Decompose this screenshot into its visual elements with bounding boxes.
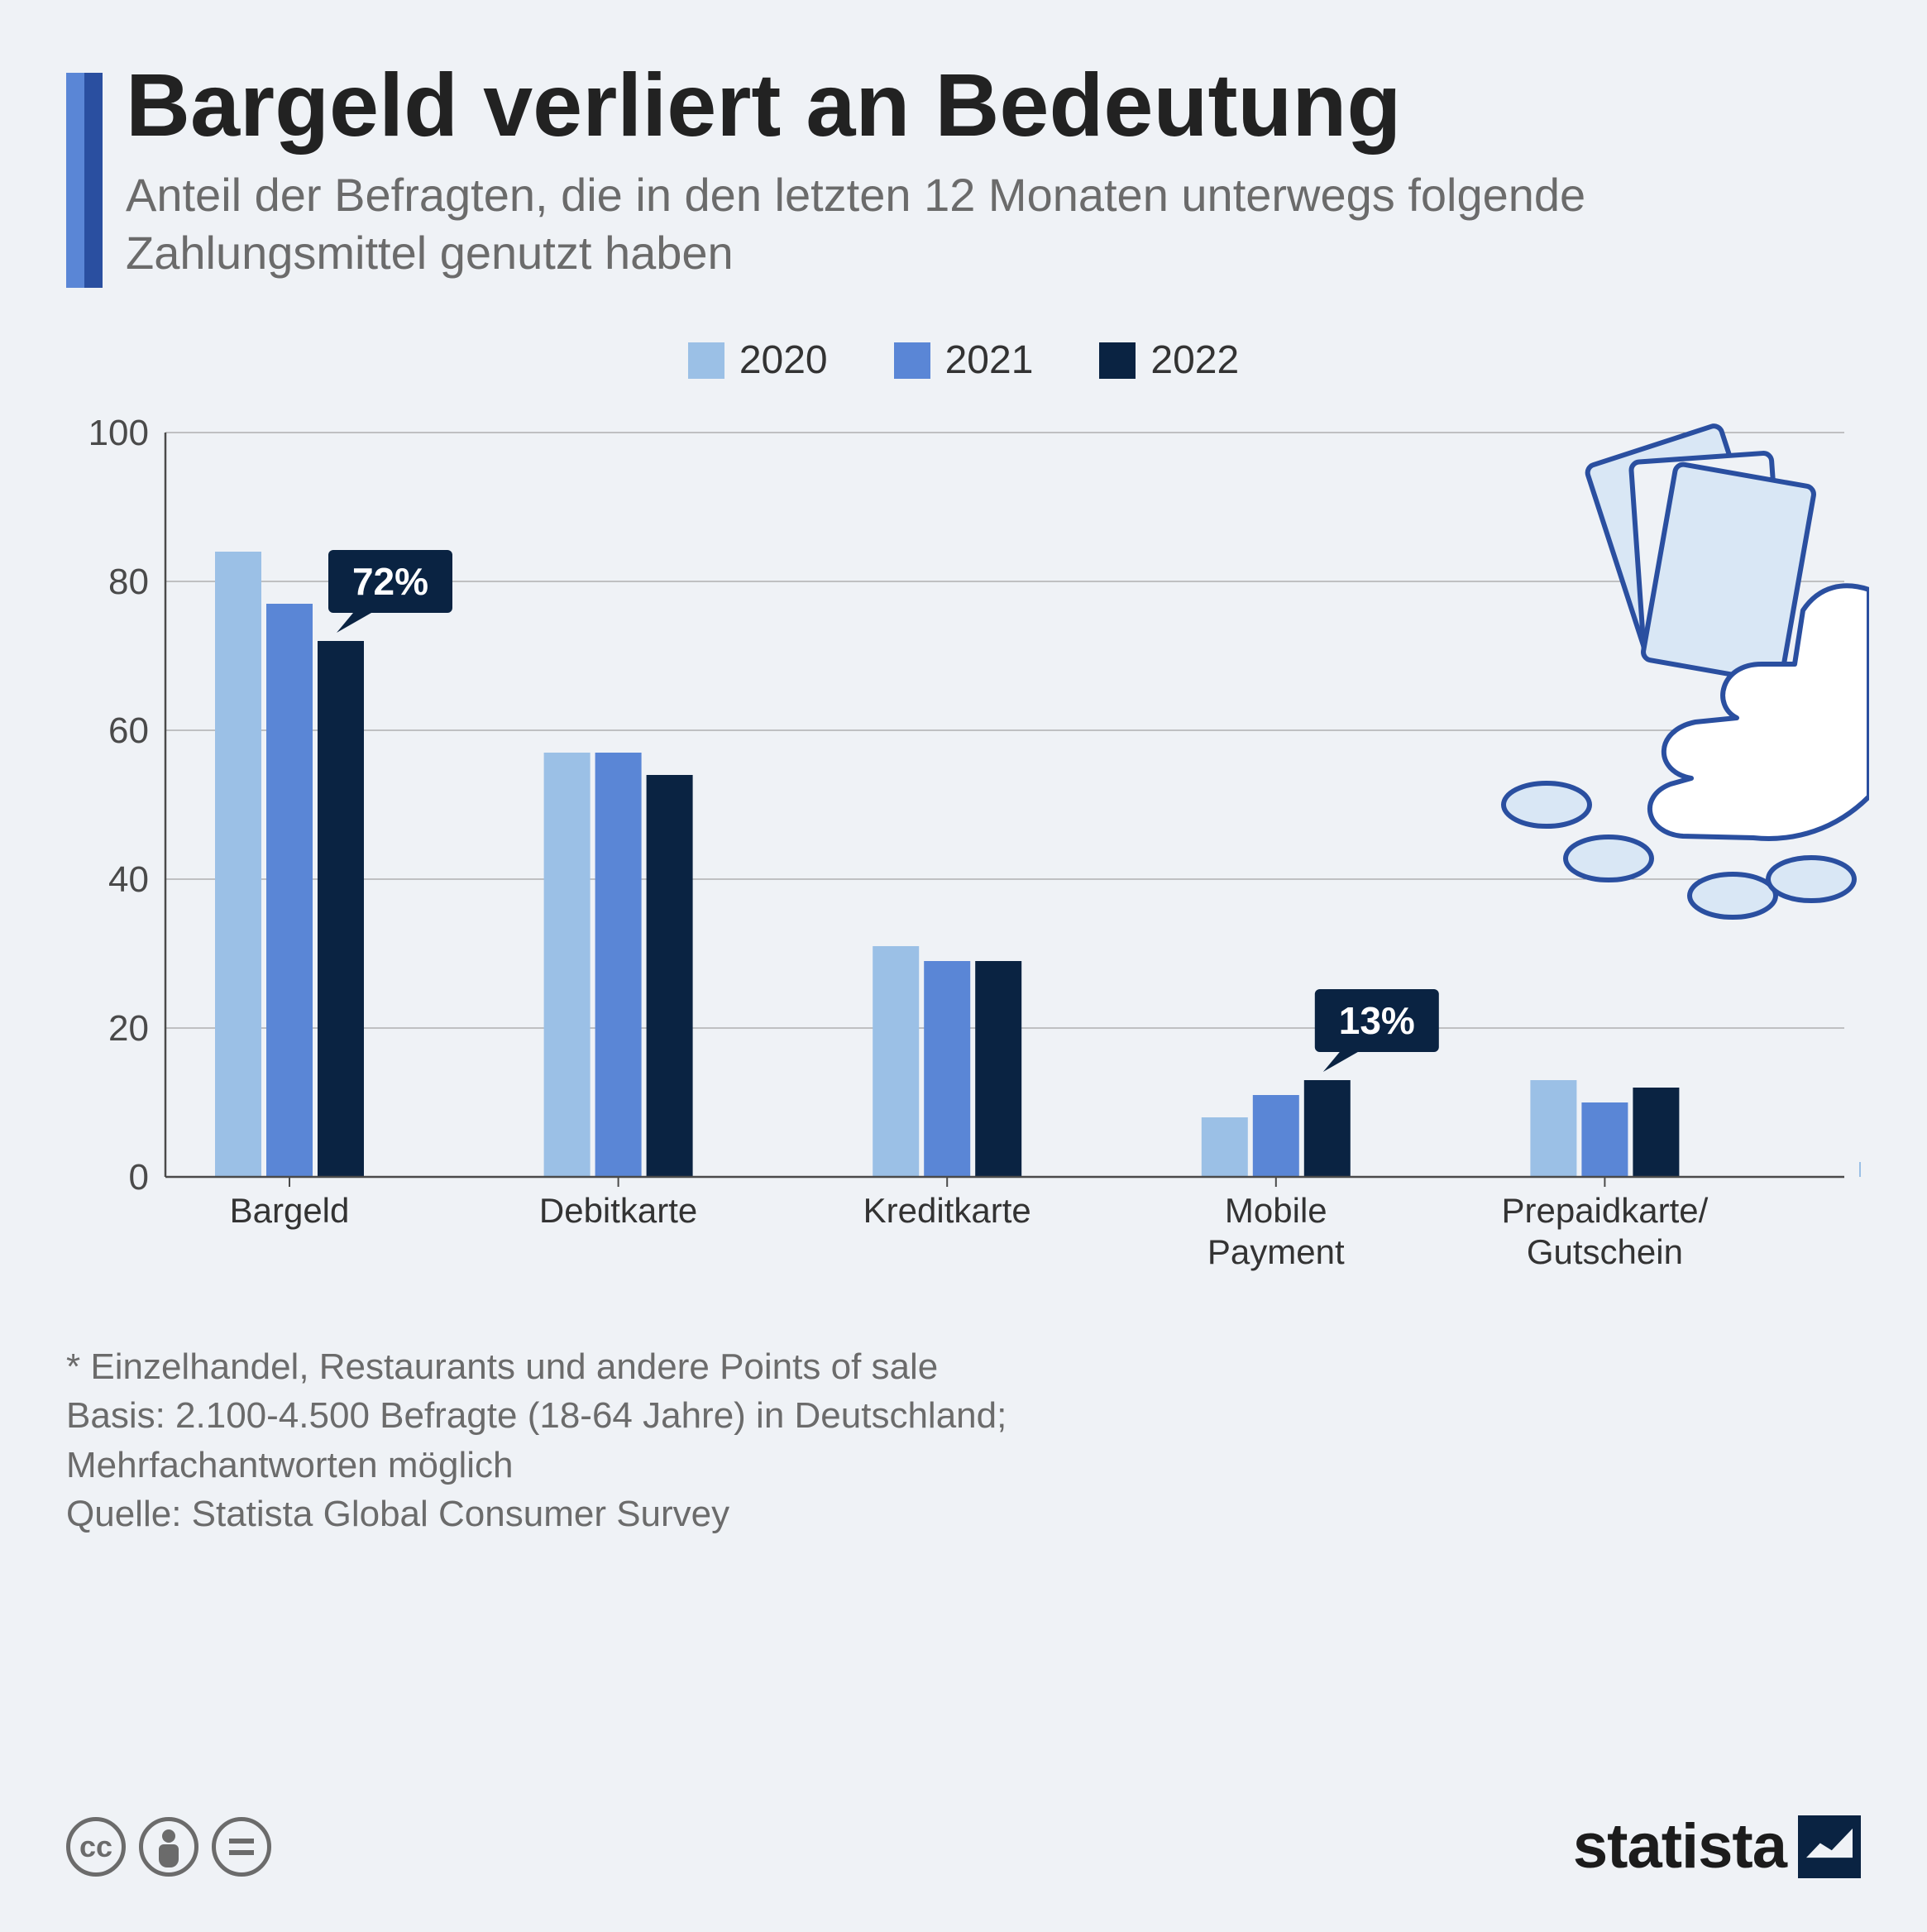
accent-bar-dark bbox=[84, 73, 103, 288]
svg-text:72%: 72% bbox=[352, 560, 428, 603]
chart-area: 0 20 40 60 80 100 Bargeld Debitkarte Kreditkarte… bbox=[66, 408, 1861, 1317]
attribution-icon bbox=[139, 1817, 198, 1877]
brand-mark-icon bbox=[1798, 1815, 1861, 1878]
legend-item-2022: 2022 bbox=[1099, 337, 1239, 383]
footnote-line: Basis: 2.100-4.500 Befragte (18-64 Jahre… bbox=[66, 1391, 1861, 1440]
svg-text:Debitkarte: Debitkarte bbox=[539, 1191, 697, 1230]
legend-item-2020: 2020 bbox=[688, 337, 828, 383]
legend-label: 2022 bbox=[1150, 337, 1239, 383]
legend-label: 2020 bbox=[739, 337, 828, 383]
svg-text:Gutschein: Gutschein bbox=[1527, 1232, 1683, 1271]
svg-text:Kreditkarte: Kreditkarte bbox=[863, 1191, 1031, 1230]
svg-text:100: 100 bbox=[88, 413, 149, 453]
svg-text:Mobile: Mobile bbox=[1225, 1191, 1327, 1230]
statista-logo: statista bbox=[1573, 1810, 1861, 1882]
bar-chart: 0 20 40 60 80 100 Bargeld Debitkarte Kreditkarte… bbox=[66, 408, 1861, 1317]
legend-label: 2021 bbox=[945, 337, 1034, 383]
legend-swatch bbox=[688, 342, 724, 379]
svg-text:20: 20 bbox=[108, 1008, 149, 1049]
footnotes: * Einzelhandel, Restaurants und andere P… bbox=[66, 1342, 1861, 1539]
header: Bargeld verliert an Bedeutung Anteil der… bbox=[66, 58, 1861, 288]
bottom-row: cc statista bbox=[66, 1810, 1861, 1882]
no-derivatives-icon bbox=[212, 1817, 271, 1877]
accent-bar-light bbox=[66, 73, 84, 288]
svg-text:Prepaidkarte/: Prepaidkarte/ bbox=[1501, 1191, 1708, 1230]
footnote-line: * Einzelhandel, Restaurants und andere P… bbox=[66, 1342, 1861, 1391]
cc-icon: cc bbox=[66, 1817, 126, 1877]
cc-license-icons: cc bbox=[66, 1817, 271, 1877]
legend-swatch bbox=[894, 342, 930, 379]
brand-text: statista bbox=[1573, 1810, 1786, 1882]
svg-text:80: 80 bbox=[108, 562, 149, 602]
page-subtitle: Anteil der Befragten, die in den letzten… bbox=[126, 166, 1861, 282]
svg-text:Payment: Payment bbox=[1207, 1232, 1345, 1271]
footnote-line: Quelle: Statista Global Consumer Survey bbox=[66, 1490, 1861, 1538]
svg-text:Bargeld: Bargeld bbox=[230, 1191, 350, 1230]
legend-swatch bbox=[1099, 342, 1136, 379]
page-title: Bargeld verliert an Bedeutung bbox=[126, 58, 1861, 151]
svg-text:60: 60 bbox=[108, 710, 149, 751]
footnote-line: Mehrfachantworten möglich bbox=[66, 1441, 1861, 1490]
chart-legend: 2020 2021 2022 bbox=[66, 337, 1861, 383]
title-block: Bargeld verliert an Bedeutung Anteil der… bbox=[126, 58, 1861, 282]
svg-text:40: 40 bbox=[108, 859, 149, 900]
accent-bars bbox=[66, 73, 103, 288]
svg-text:0: 0 bbox=[129, 1157, 149, 1198]
svg-text:13%: 13% bbox=[1339, 999, 1415, 1042]
legend-item-2021: 2021 bbox=[894, 337, 1034, 383]
